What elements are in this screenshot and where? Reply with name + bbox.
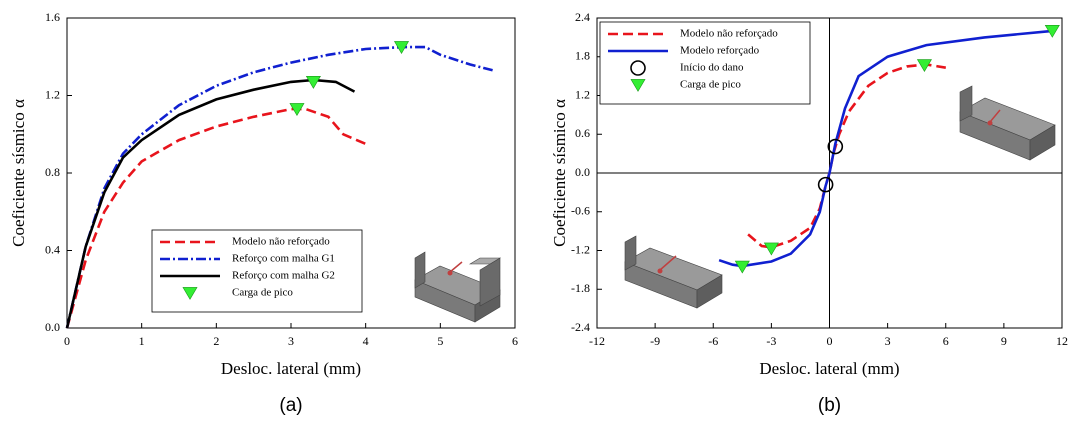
legend-box [599,21,811,105]
x-tick-label: 1 [139,334,145,348]
y-tick-label: -2.4 [571,320,590,334]
inset-block-b-right [959,85,1056,161]
marker-circle [817,176,834,193]
legend-label: Modelo não reforçado [680,28,778,40]
x-tick-label: -9 [650,334,660,348]
inset-block-b-left [624,235,723,309]
y-tick-label: -1.2 [571,242,590,256]
caption: (a) [279,395,302,416]
y-tick-label: -0.6 [571,204,590,218]
series-line [718,29,1053,268]
y-tick-label: -1.8 [571,281,590,295]
y-tick-label: 1.2 [575,87,590,101]
x-tick-label: 0 [827,334,833,348]
x-tick-label: 4 [363,334,369,348]
y-tick-label: 0.0 [575,165,590,179]
marker-triangle [289,103,305,116]
marker-triangle [393,41,410,54]
y-axis-title: Coeficiente sísmico α [550,99,569,247]
marker-triangle [182,287,198,300]
marker-triangle [1044,25,1060,38]
x-tick-label: 3 [288,334,294,348]
x-tick-label: 0 [64,334,70,348]
x-tick-label: 6 [943,334,949,348]
legend-label: Início do dano [680,62,744,74]
legend: Modelo não reforçado Reforço com malha G1… [151,229,363,313]
legend-label: Reforço com malha G2 [232,270,335,282]
x-axis-title: Desloc. lateral (mm) [221,359,361,378]
y-tick-label: 0.0 [45,320,60,334]
marker-circle [630,60,646,76]
marker-triangle [734,260,750,274]
x-tick-label: -12 [589,334,605,348]
legend-label: Reforço com malha G1 [232,253,335,265]
marker-circle [827,138,844,155]
caption: (b) [818,395,841,416]
y-tick-label: 1.2 [45,87,60,101]
y-tick-label: 0.6 [575,126,590,140]
x-tick-label: 2 [213,334,219,348]
y-tick-label: 0.4 [45,242,60,256]
legend-label: Carga de pico [232,287,293,299]
legend: Modelo não reforçado Modelo reforçado Iníc… [599,21,811,105]
inset-block-a [414,251,502,323]
y-axis-title: Coeficiente sísmico α [9,99,28,247]
x-tick-label: -6 [708,334,718,348]
legend-box [151,229,363,313]
marker-triangle [916,59,932,73]
x-axis-title: Desloc. lateral (mm) [759,359,899,378]
series-line [65,107,367,329]
plot-area: 0 1 2 3 4 5 6 0.0 0.4 0.8 1.2 1.6 [45,10,518,348]
marker-triangle [305,76,321,89]
y-tick-label: 1.6 [45,10,60,24]
marker-triangle [630,79,646,92]
series-line [65,45,493,329]
legend-label: Modelo reforçado [680,45,760,57]
y-tick-label: 1.8 [575,49,590,63]
x-tick-label: -3 [766,334,776,348]
x-tick-label: 3 [885,334,891,348]
y-tick-label: 0.8 [45,165,60,179]
y-tick-label: 2.4 [575,10,590,24]
x-tick-label: 5 [437,334,443,348]
marker-triangle [763,242,779,256]
x-tick-label: 6 [512,334,518,348]
legend-label: Modelo não reforçado [232,236,330,248]
legend-label: Carga de pico [680,79,741,91]
x-tick-label: 12 [1056,334,1068,348]
x-tick-label: 9 [1001,334,1007,348]
